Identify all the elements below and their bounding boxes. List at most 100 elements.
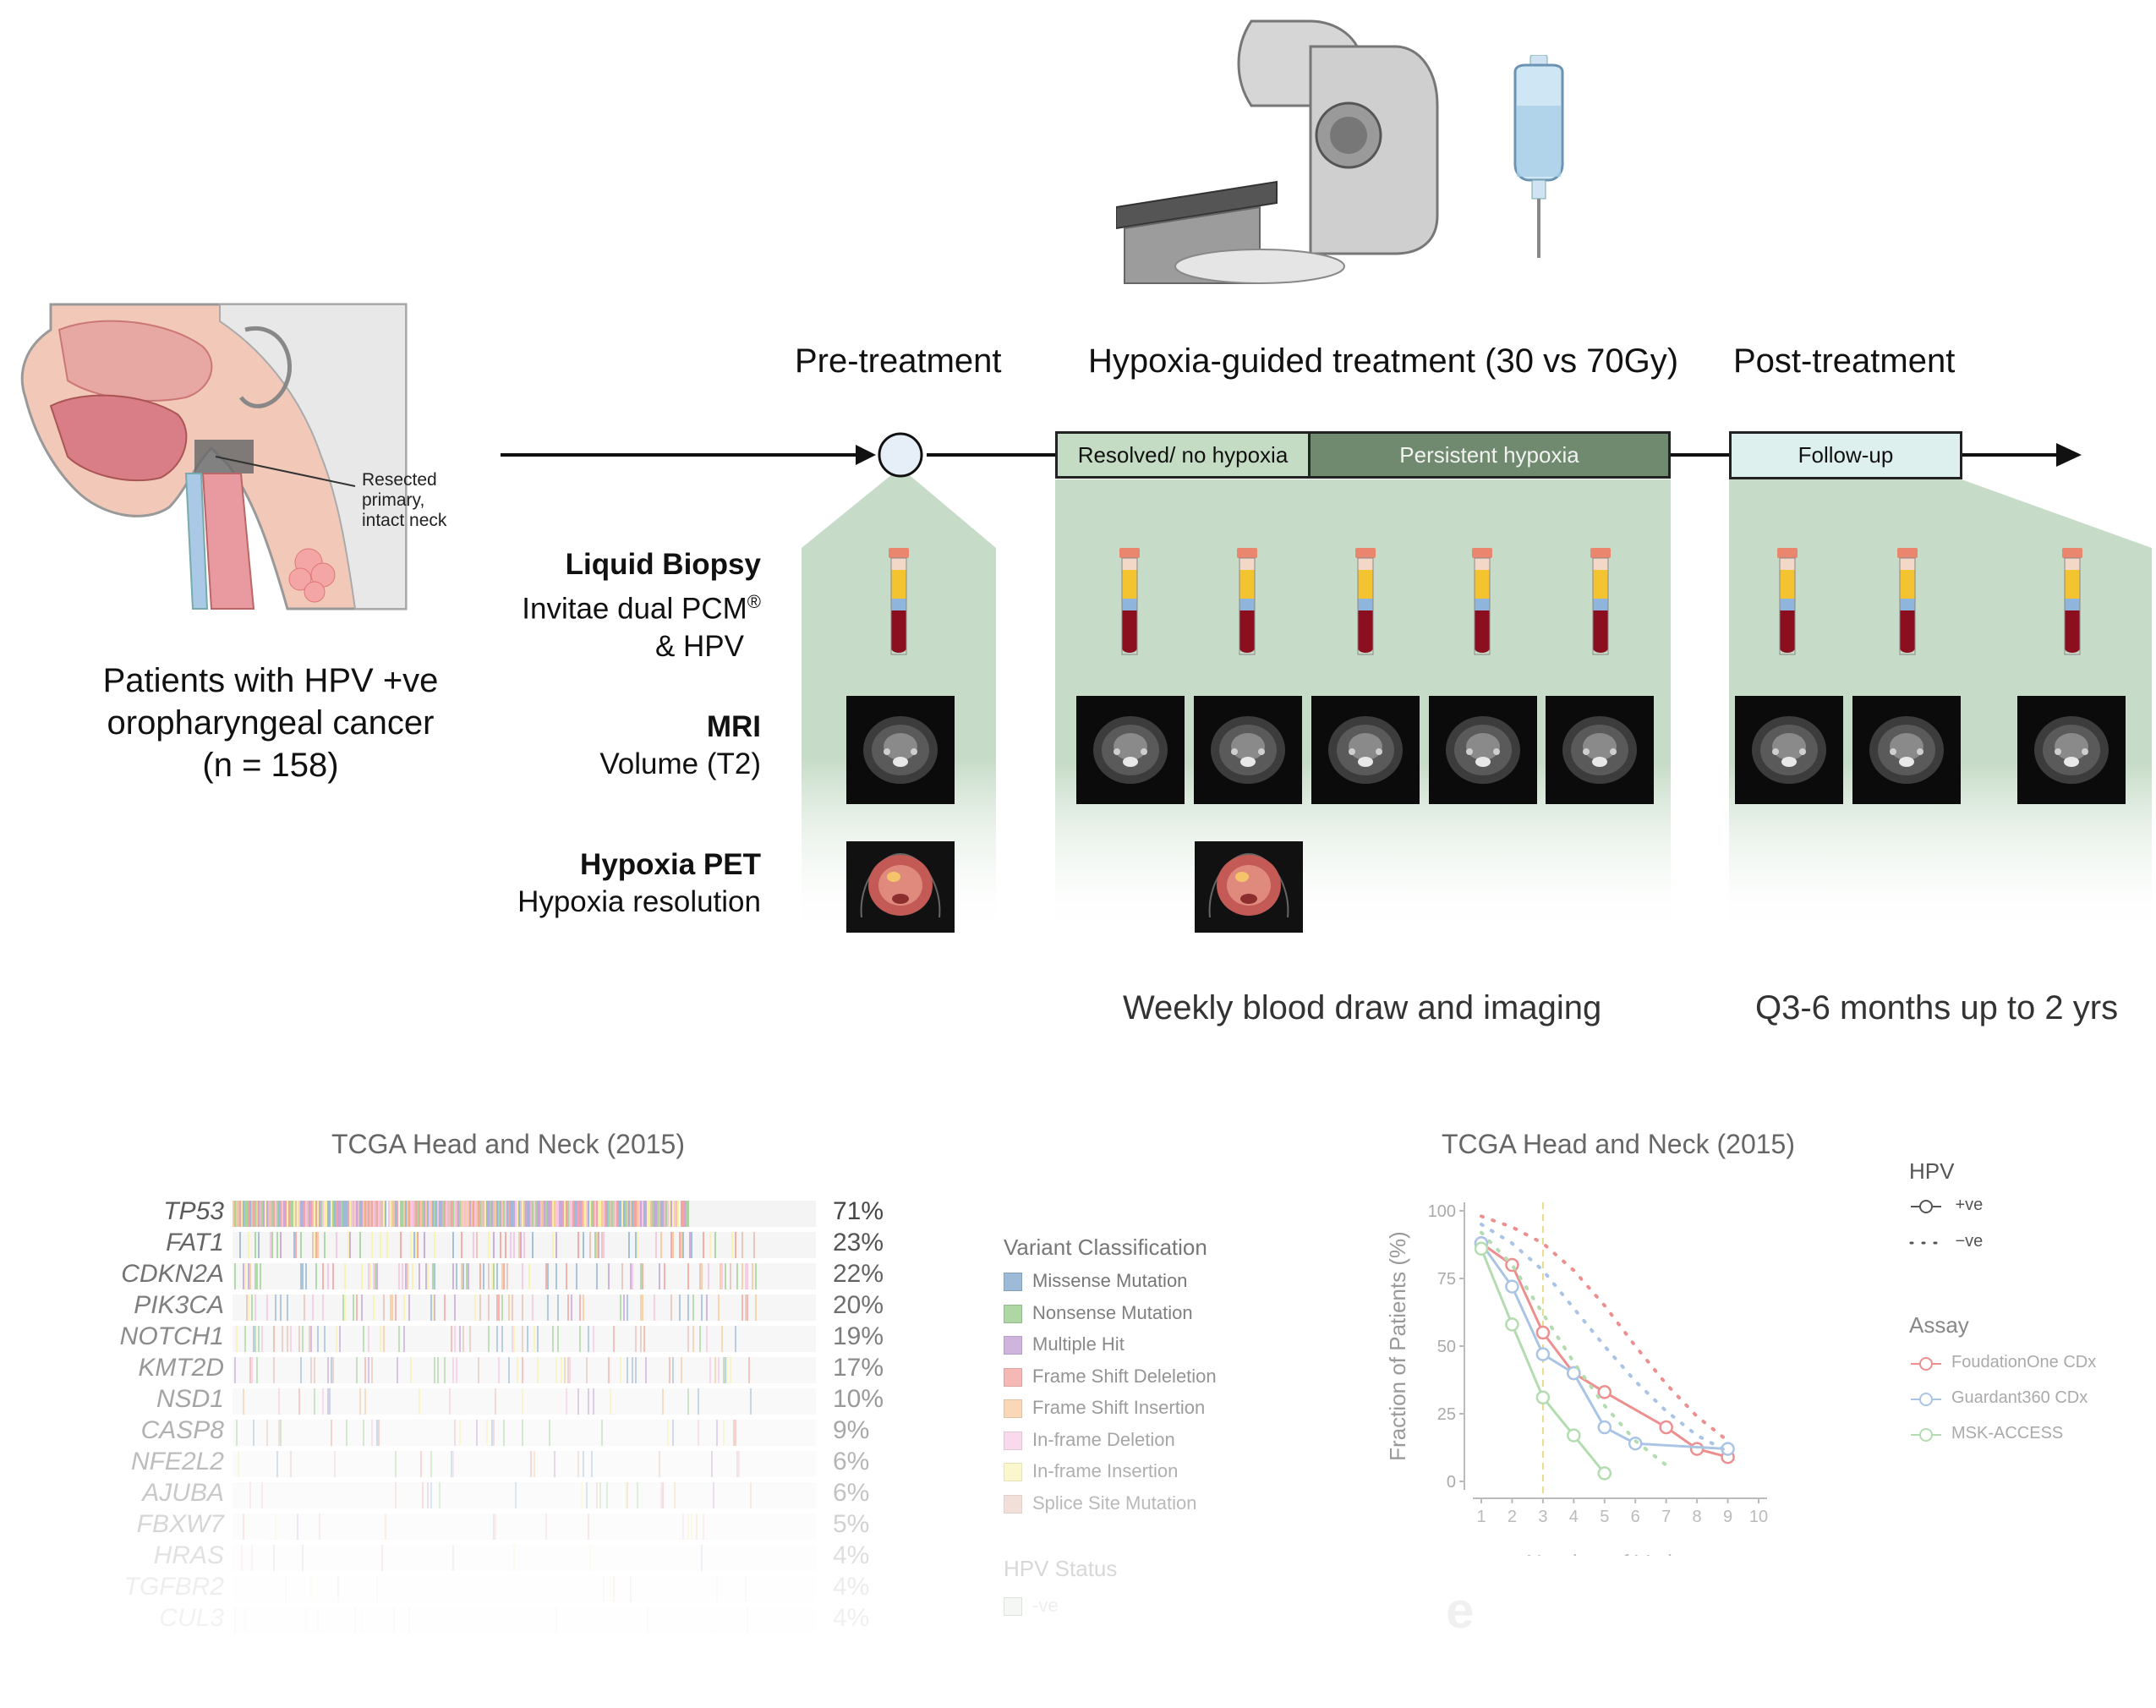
series-point xyxy=(1505,1317,1519,1332)
mutation-cell xyxy=(555,1357,557,1383)
gene-label: FAT1 xyxy=(166,1229,224,1256)
mutation-cell xyxy=(664,1201,665,1227)
legend-swatch xyxy=(1004,1399,1022,1419)
mutation-cell xyxy=(549,1420,550,1446)
mutation-cell xyxy=(364,1388,366,1415)
mutation-cell xyxy=(566,1263,567,1289)
mutation-cell xyxy=(686,1201,687,1227)
pet-row-label: Hypoxia PET Hypoxia resolution xyxy=(406,846,761,921)
gene-label: CDKN2A xyxy=(121,1260,224,1288)
mutation-cell xyxy=(635,1232,637,1258)
mutation-cell xyxy=(342,1295,344,1321)
mutation-cell xyxy=(347,1201,349,1227)
mutation-cell xyxy=(627,1357,628,1383)
gene-percent: 9% xyxy=(833,1416,870,1444)
mutation-cell xyxy=(741,1295,743,1321)
mutation-cell xyxy=(670,1201,672,1227)
mutation-cell xyxy=(610,1576,611,1602)
x-axis-label: Number of Variants xyxy=(1526,1550,1714,1556)
mri-scan-thumbnail xyxy=(846,696,955,804)
oncoplot-row-background xyxy=(233,1263,816,1289)
mutation-cell xyxy=(701,1545,703,1571)
variant-chart-title: TCGA Head and Neck (2015) xyxy=(1442,1129,1795,1159)
mutation-cell xyxy=(430,1295,432,1321)
mutation-cell xyxy=(319,1514,320,1540)
gene-percent: 5% xyxy=(833,1510,870,1538)
mutation-cell xyxy=(479,1263,481,1289)
mutation-cell xyxy=(559,1201,561,1227)
mutation-cell xyxy=(248,1263,249,1289)
series-marker-icon xyxy=(1911,1393,1941,1406)
mutation-cell xyxy=(254,1263,256,1289)
mutation-cell xyxy=(662,1201,664,1227)
mutation-cell xyxy=(635,1201,637,1227)
mutation-cell xyxy=(469,1201,471,1227)
mutation-cell xyxy=(498,1357,500,1383)
mutation-cell xyxy=(484,1201,486,1227)
mutation-cell xyxy=(522,1295,523,1321)
mutation-cell xyxy=(322,1388,324,1415)
mutation-cell xyxy=(395,1201,397,1227)
mutation-cell xyxy=(361,1201,363,1227)
mutation-cell xyxy=(249,1201,251,1227)
mutation-cell xyxy=(474,1201,476,1227)
mutation-cell xyxy=(603,1232,605,1258)
mutation-cell xyxy=(625,1201,627,1227)
mutation-cell xyxy=(488,1295,490,1321)
mutation-cell xyxy=(439,1482,441,1508)
mutation-cell xyxy=(691,1514,692,1540)
mutation-cell xyxy=(508,1357,510,1383)
mutation-cell xyxy=(266,1295,268,1321)
mutation-cell xyxy=(417,1201,419,1227)
mutation-cell xyxy=(745,1576,747,1602)
mutation-cell xyxy=(403,1201,405,1227)
mutation-cell xyxy=(309,1201,310,1227)
mutation-cell xyxy=(513,1232,515,1258)
mutation-cell xyxy=(305,1607,307,1634)
y-tick-label: 25 xyxy=(1437,1405,1456,1424)
mutation-cell xyxy=(530,1201,532,1227)
persistent-hypoxia-label: Persistent hypoxia xyxy=(1399,441,1579,468)
variant-legend-item: Missense Mutation xyxy=(1004,1270,1187,1292)
mutation-cell xyxy=(412,1201,413,1227)
mutation-cell xyxy=(451,1201,452,1227)
mutation-cell xyxy=(534,1326,535,1352)
mutation-cell xyxy=(312,1201,314,1227)
mutation-cell xyxy=(275,1514,276,1540)
mutation-cell xyxy=(665,1201,667,1227)
mutation-cell xyxy=(285,1576,287,1602)
mutation-cell xyxy=(430,1482,432,1508)
mutation-cell xyxy=(413,1232,415,1258)
mutation-cell xyxy=(452,1545,454,1571)
legend-swatch xyxy=(1004,1494,1022,1514)
mutation-cell xyxy=(628,1232,630,1258)
mri-scan-thumbnail xyxy=(1076,696,1185,804)
mutation-cell xyxy=(302,1263,304,1289)
mutation-cell xyxy=(608,1357,610,1383)
mutation-cell xyxy=(280,1420,282,1446)
mutation-cell xyxy=(391,1295,393,1321)
mutation-cell xyxy=(331,1420,332,1446)
mutation-cell xyxy=(285,1201,287,1227)
mutation-cell xyxy=(276,1232,278,1258)
mutation-cell xyxy=(687,1263,689,1289)
mri-scan-thumbnail xyxy=(1852,696,1961,804)
mutation-cell xyxy=(251,1201,253,1227)
mutation-cell xyxy=(327,1263,329,1289)
mutation-cell xyxy=(459,1420,461,1446)
mutation-cell xyxy=(557,1201,559,1227)
oncoplot-row-background xyxy=(233,1420,816,1446)
mutation-cell xyxy=(324,1232,326,1258)
mutation-cell xyxy=(517,1201,518,1227)
mutation-cell xyxy=(495,1388,496,1415)
mutation-cell xyxy=(486,1420,488,1446)
mutation-cell xyxy=(481,1201,483,1227)
oncoplot-row-background xyxy=(233,1451,816,1477)
mutation-cell xyxy=(571,1201,572,1227)
mutation-cell xyxy=(442,1201,444,1227)
mutation-cell xyxy=(292,1201,293,1227)
mutation-cell xyxy=(288,1201,290,1227)
mutation-cell xyxy=(376,1420,378,1446)
mutation-cell xyxy=(395,1482,397,1508)
mutation-cell xyxy=(452,1201,454,1227)
